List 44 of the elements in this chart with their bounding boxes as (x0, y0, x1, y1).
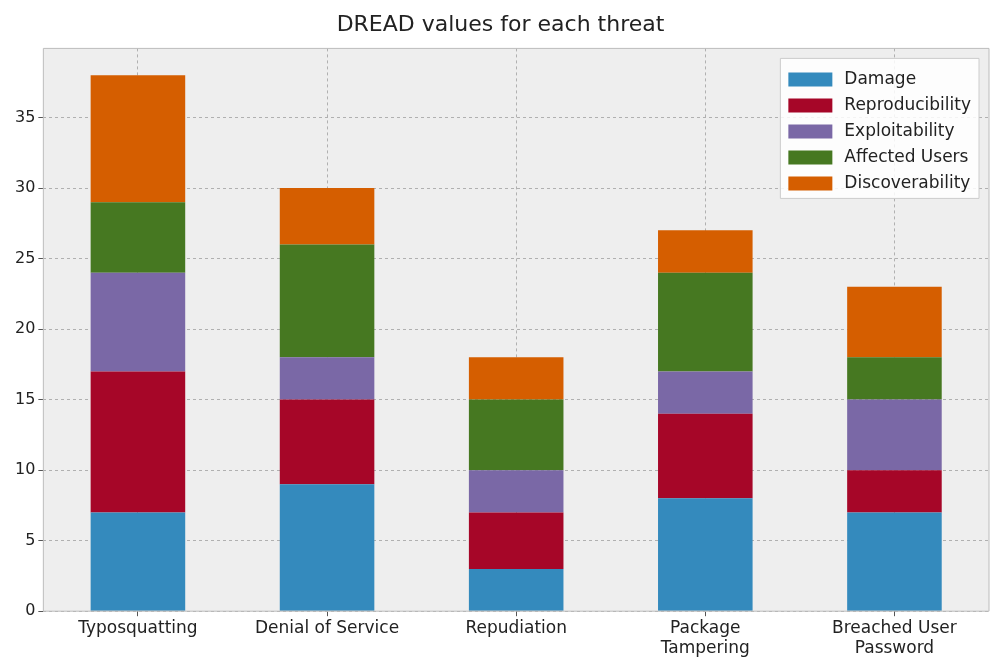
legend-label: Reproducibility (844, 93, 971, 114)
bar (658, 371, 753, 414)
y-tick-label: 20 (15, 318, 36, 338)
legend-label: Damage (844, 67, 917, 88)
y-tick-label: 0 (25, 600, 36, 620)
x-tick-label: Repudiation (465, 616, 567, 637)
x-tick-label: Package Tampering (659, 616, 750, 658)
legend-label: Exploitability (844, 119, 955, 140)
bar (90, 75, 186, 203)
legend-label: Affected Users (844, 145, 969, 166)
bar (468, 399, 564, 471)
y-tick-label: 35 (15, 106, 36, 126)
bar (658, 498, 753, 611)
bar (90, 202, 186, 273)
bar (468, 512, 564, 569)
x-tick-label: Denial of Service (254, 616, 400, 637)
chart-title: DREAD values for each threat (336, 10, 665, 36)
bar (468, 357, 564, 400)
x-tick-label: Breached User Password (832, 616, 957, 658)
bar (468, 470, 564, 513)
y-tick-label: 5 (25, 529, 36, 549)
bar (847, 286, 942, 358)
y-tick-label: 15 (15, 388, 36, 408)
bar (90, 371, 186, 513)
bar (847, 512, 942, 611)
bar (279, 357, 375, 400)
bar (847, 357, 942, 400)
y-tick-label: 25 (15, 247, 36, 267)
bar (279, 484, 375, 611)
x-tick-label: Typosquatting (77, 616, 198, 637)
bar (279, 399, 375, 485)
bar (468, 568, 564, 611)
bar (847, 399, 942, 471)
bar (90, 512, 186, 611)
bar (90, 272, 186, 372)
bar (658, 413, 753, 499)
bar (279, 188, 375, 245)
legend-label: Discoverability (844, 171, 971, 192)
y-tick-label: 30 (15, 177, 36, 197)
bar (658, 230, 753, 273)
bar (658, 272, 753, 372)
bar (847, 470, 942, 513)
bar (279, 244, 375, 358)
y-tick-label: 10 (15, 459, 36, 479)
